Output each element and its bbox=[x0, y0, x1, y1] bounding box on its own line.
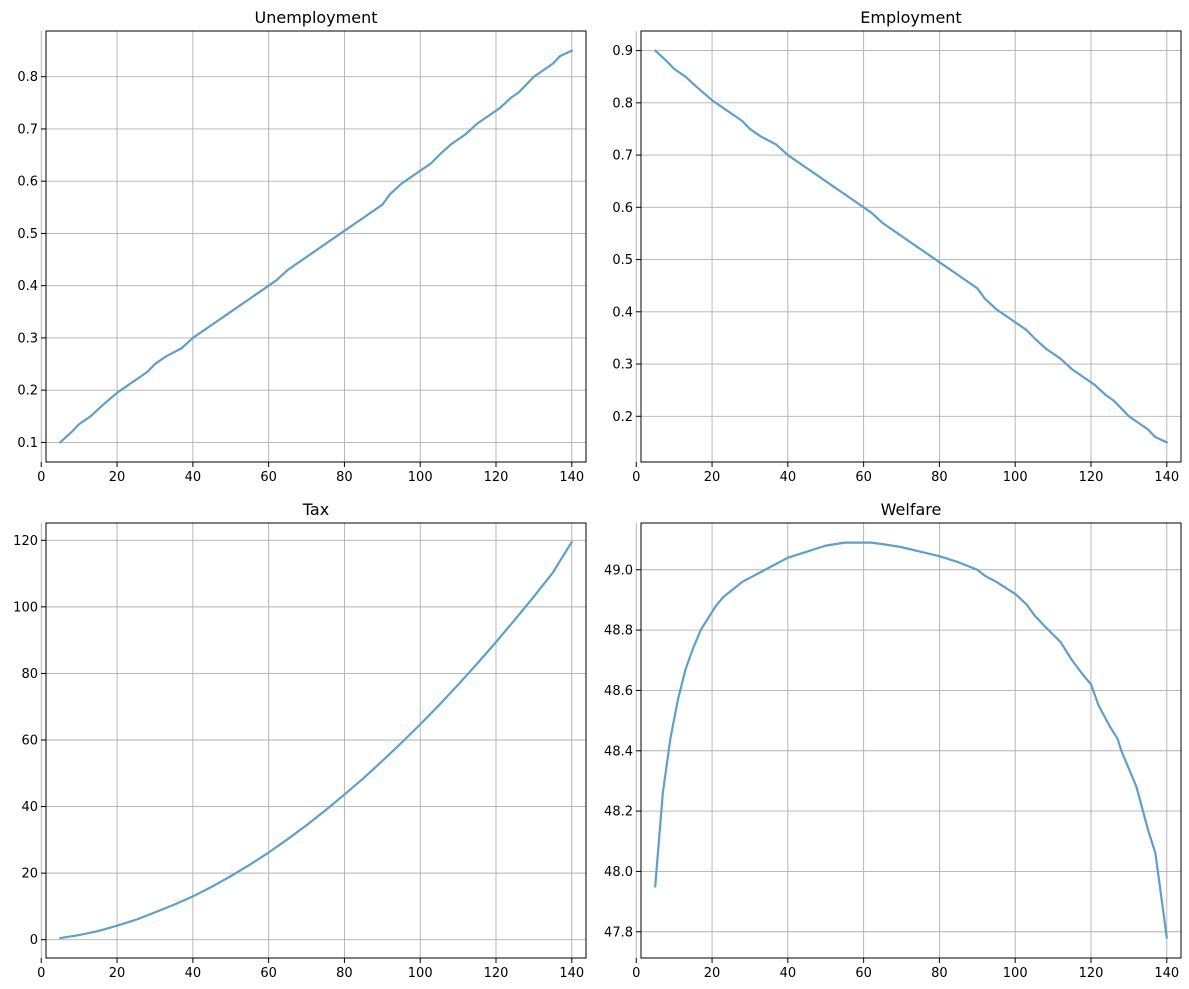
welfare-chart-title: Welfare bbox=[881, 500, 942, 519]
employment-y-tick-label: 0.8 bbox=[612, 96, 633, 111]
tax-chart-title: Tax bbox=[302, 500, 329, 519]
tax-x-tick-label: 20 bbox=[109, 966, 126, 981]
welfare-y-tick-label: 48.2 bbox=[604, 805, 633, 820]
welfare-x-tick-label: 120 bbox=[1079, 966, 1104, 981]
welfare-y-tick-label: 48.4 bbox=[604, 744, 633, 759]
tax-panel: 0 20 40 60 80 100 120 140 0 20 40 60 80 100 120 Tax bbox=[13, 500, 587, 981]
tax-axes-frame bbox=[45, 522, 587, 959]
employment-x-tick-label: 120 bbox=[1079, 470, 1104, 485]
welfare-y-tick-label: 47.8 bbox=[604, 925, 633, 940]
unemployment-y-tick-label: 0.1 bbox=[17, 436, 38, 451]
unemployment-axes-frame bbox=[45, 30, 587, 463]
employment-y-tick-label: 0.4 bbox=[612, 305, 633, 320]
welfare-x-tick-label: 100 bbox=[1003, 966, 1028, 981]
unemployment-x-tick-label: 120 bbox=[484, 470, 509, 485]
welfare-series-line bbox=[654, 541, 1168, 939]
employment-x-tick-label: 0 bbox=[632, 470, 640, 485]
welfare-x-tick-label: 60 bbox=[855, 966, 872, 981]
welfare-axes-frame bbox=[640, 522, 1182, 959]
unemployment-y-tick-label: 0.6 bbox=[17, 175, 38, 190]
tax-x-tick-label: 60 bbox=[260, 966, 277, 981]
employment-y-tick-label: 0.3 bbox=[612, 358, 633, 373]
welfare-y-tick-label: 48.0 bbox=[604, 865, 633, 880]
unemployment-series-line bbox=[59, 49, 573, 444]
unemployment-chart-title: Unemployment bbox=[255, 8, 378, 27]
tax-y-tick-label: 120 bbox=[13, 534, 38, 549]
unemployment-x-tick-label: 80 bbox=[336, 470, 353, 485]
tax-x-tick-label: 140 bbox=[559, 966, 584, 981]
unemployment-x-tick-label: 0 bbox=[37, 470, 45, 485]
unemployment-y-tick-label: 0.3 bbox=[17, 331, 38, 346]
welfare-x-tick-label: 40 bbox=[780, 966, 797, 981]
unemployment-y-tick-label: 0.8 bbox=[17, 70, 38, 85]
employment-y-tick-label: 0.6 bbox=[612, 201, 633, 216]
employment-series-line bbox=[654, 49, 1168, 444]
employment-x-tick-label: 100 bbox=[1003, 470, 1028, 485]
tax-y-tick-label: 0 bbox=[30, 933, 38, 948]
tax-x-tick-label: 0 bbox=[37, 966, 45, 981]
tax-y-tick-label: 100 bbox=[13, 600, 38, 615]
welfare-x-tick-label: 80 bbox=[931, 966, 948, 981]
tax-y-tick-label: 40 bbox=[21, 800, 38, 815]
unemployment-y-tick-label: 0.2 bbox=[17, 384, 38, 399]
welfare-x-tick-label: 0 bbox=[632, 966, 640, 981]
welfare-x-tick-label: 140 bbox=[1154, 966, 1179, 981]
welfare-y-tick-label: 48.6 bbox=[604, 684, 633, 699]
welfare-y-tick-label: 49.0 bbox=[604, 563, 633, 578]
unemployment-panel: 0 20 40 60 80 100 120 140 0.1 0.2 0.3 0.4 0.5 0.6 0.7 0… bbox=[17, 8, 587, 485]
unemployment-x-tick-label: 100 bbox=[408, 470, 433, 485]
employment-axes-frame bbox=[640, 30, 1182, 463]
employment-y-tick-label: 0.2 bbox=[612, 410, 633, 425]
unemployment-x-tick-label: 60 bbox=[260, 470, 277, 485]
employment-x-tick-label: 20 bbox=[704, 470, 721, 485]
welfare-x-tick-label: 20 bbox=[704, 966, 721, 981]
employment-x-tick-label: 80 bbox=[931, 470, 948, 485]
tax-y-tick-label: 60 bbox=[21, 734, 38, 749]
tax-series-line bbox=[59, 540, 573, 940]
employment-panel: 0 20 40 60 80 100 120 140 0.2 0.3 0.4 0.5 0.6 0.7 0.8 0… bbox=[612, 8, 1182, 485]
employment-y-tick-label: 0.5 bbox=[612, 253, 633, 268]
tax-y-tick-label: 20 bbox=[21, 867, 38, 882]
employment-x-tick-label: 140 bbox=[1154, 470, 1179, 485]
employment-x-tick-label: 60 bbox=[855, 470, 872, 485]
employment-x-tick-label: 40 bbox=[780, 470, 797, 485]
welfare-panel: 0 20 40 60 80 100 120 140 47.8 48.0 48.2 48.4 48.6 48… bbox=[604, 500, 1182, 981]
tax-x-tick-label: 100 bbox=[408, 966, 433, 981]
employment-chart-title: Employment bbox=[860, 8, 961, 27]
tax-x-tick-label: 40 bbox=[185, 966, 202, 981]
tax-x-tick-label: 80 bbox=[336, 966, 353, 981]
tax-x-tick-label: 120 bbox=[484, 966, 509, 981]
unemployment-y-tick-label: 0.5 bbox=[17, 227, 38, 242]
employment-y-tick-label: 0.9 bbox=[612, 44, 633, 59]
unemployment-x-tick-label: 20 bbox=[109, 470, 126, 485]
unemployment-x-tick-label: 140 bbox=[559, 470, 584, 485]
employment-y-tick-label: 0.7 bbox=[612, 149, 633, 164]
unemployment-y-tick-label: 0.4 bbox=[17, 279, 38, 294]
unemployment-x-tick-label: 40 bbox=[185, 470, 202, 485]
welfare-y-tick-label: 48.8 bbox=[604, 624, 633, 639]
unemployment-y-tick-label: 0.7 bbox=[17, 122, 38, 137]
tax-y-tick-label: 80 bbox=[21, 667, 38, 682]
